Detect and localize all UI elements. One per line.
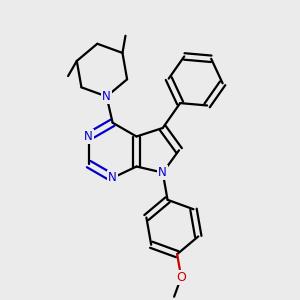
Text: N: N <box>108 171 117 184</box>
Text: O: O <box>176 271 186 284</box>
Text: N: N <box>102 90 111 103</box>
Text: N: N <box>84 130 93 143</box>
Text: N: N <box>158 166 167 179</box>
